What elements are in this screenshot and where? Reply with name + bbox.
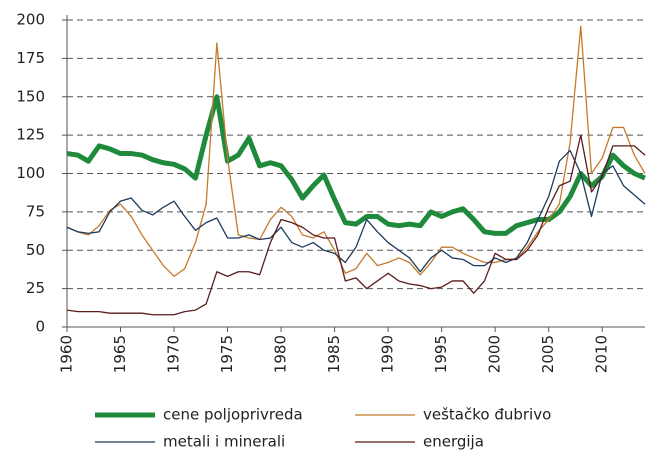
series-line bbox=[66, 149, 646, 273]
y-tick-label: 25 bbox=[26, 279, 45, 297]
y-tick-label: 175 bbox=[16, 49, 45, 67]
x-tick-label: 2005 bbox=[539, 335, 557, 373]
x-tick-label: 1970 bbox=[165, 335, 183, 373]
x-tick-label: 1965 bbox=[111, 335, 129, 373]
x-tick-label: 2000 bbox=[486, 335, 504, 373]
y-tick-label: 75 bbox=[26, 202, 45, 220]
x-tick-label: 1985 bbox=[325, 335, 343, 373]
x-tick-label: 1980 bbox=[272, 335, 290, 373]
legend-label: cene poljoprivreda bbox=[163, 406, 303, 424]
x-tick-label: 1990 bbox=[379, 335, 397, 373]
y-tick-label: 200 bbox=[16, 11, 45, 29]
x-tick-label: 2010 bbox=[593, 335, 611, 373]
y-tick-label: 125 bbox=[16, 126, 45, 144]
y-tick-label: 0 bbox=[35, 318, 45, 336]
x-tick-label: 1975 bbox=[218, 335, 236, 373]
x-tick-label: 1995 bbox=[432, 335, 450, 373]
legend-label: energija bbox=[423, 433, 484, 451]
x-tick-label: 1960 bbox=[58, 335, 76, 373]
y-tick-label: 100 bbox=[16, 164, 45, 182]
series-line bbox=[66, 25, 646, 277]
legend-label: metali i minerali bbox=[163, 433, 285, 451]
y-tick-label: 150 bbox=[16, 87, 45, 105]
legend-label: veštačko đubrivo bbox=[423, 406, 551, 424]
y-tick-label: 50 bbox=[26, 241, 45, 259]
series-line bbox=[66, 134, 646, 316]
